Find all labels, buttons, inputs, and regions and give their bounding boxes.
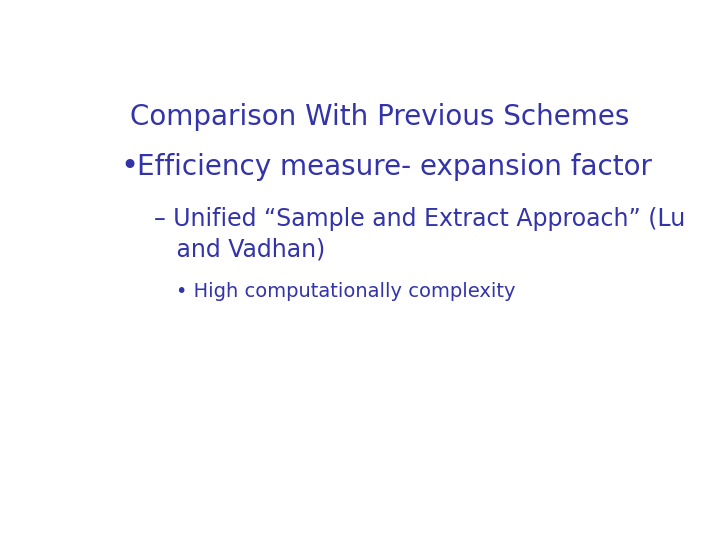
Text: • High computationally complexity: • High computationally complexity <box>176 282 516 301</box>
Text: •: • <box>121 152 139 181</box>
Text: – Unified “Sample and Extract Approach” (Lu: – Unified “Sample and Extract Approach” … <box>154 207 685 231</box>
Text: and Vadhan): and Vadhan) <box>154 238 325 262</box>
Text: Efficiency measure- expansion factor: Efficiency measure- expansion factor <box>138 153 652 181</box>
Text: Comparison With Previous Schemes: Comparison With Previous Schemes <box>130 103 630 131</box>
